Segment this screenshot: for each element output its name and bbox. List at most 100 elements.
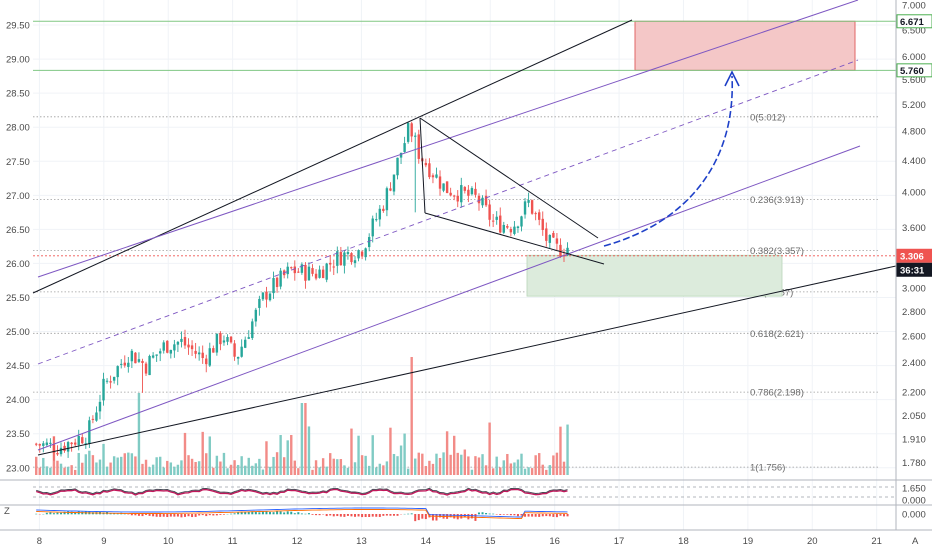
candle-body — [541, 218, 544, 230]
volume-bar — [548, 465, 552, 475]
candle-body — [127, 362, 130, 367]
macd-histogram-bar — [396, 514, 399, 516]
candle-body — [456, 195, 459, 202]
volume-bar — [268, 466, 272, 475]
macd-histogram-bar — [304, 513, 307, 515]
volume-bar — [127, 452, 130, 475]
macd-histogram-bar — [509, 514, 512, 516]
candle-body — [197, 352, 201, 355]
candle-body — [300, 264, 304, 273]
volume-bar — [205, 453, 208, 475]
volume-bar — [190, 458, 194, 475]
candle-body — [59, 447, 63, 455]
volume-bar — [467, 456, 470, 475]
candle-body — [442, 183, 445, 191]
candle-body — [215, 333, 219, 353]
candle-body — [98, 401, 102, 412]
candle-body — [311, 268, 314, 274]
candle-body — [385, 188, 389, 211]
candle-body — [77, 435, 80, 446]
candle-body — [162, 342, 165, 351]
right-axis-tick-label: 4.000 — [902, 188, 926, 199]
volume-bar — [527, 467, 530, 475]
volume-bar — [105, 466, 109, 475]
volume-bar — [428, 460, 431, 475]
left-axis-tick-label: 28.00 — [6, 123, 30, 134]
candle-body — [339, 251, 343, 266]
candle-body — [144, 363, 148, 374]
candle-body — [70, 442, 73, 445]
macd-histogram-bar — [212, 514, 215, 516]
candle-body — [445, 181, 449, 194]
macd-histogram-bar — [371, 514, 374, 517]
macd-histogram-bar — [116, 513, 119, 515]
macd-histogram-bar — [460, 514, 463, 519]
macd-histogram-bar — [541, 514, 544, 517]
volume-bar — [258, 458, 261, 475]
candle-body — [236, 356, 240, 359]
macd-histogram-bar — [477, 512, 480, 515]
fib-level-label: 0.236(3.913) — [750, 195, 804, 206]
macd-histogram-bar — [414, 514, 417, 522]
volume-bar — [449, 454, 452, 475]
oscillator-line — [36, 487, 568, 495]
candle-body — [102, 378, 105, 401]
candle-body — [244, 339, 247, 348]
macd-histogram-bar — [307, 513, 310, 515]
candle-body — [265, 291, 268, 300]
candle-body — [530, 200, 534, 214]
volume-bar — [297, 468, 300, 475]
candle-body — [534, 213, 537, 215]
price-tag-box — [896, 14, 932, 29]
candle-body — [205, 358, 208, 365]
macd-histogram-bar — [325, 514, 328, 517]
macd-histogram-bar — [566, 514, 569, 517]
candle-body — [158, 351, 162, 354]
candle-body — [148, 355, 151, 376]
macd-histogram-bar — [435, 514, 438, 521]
indicator-panes — [0, 479, 932, 531]
left-axis-tick-label: 23.50 — [6, 429, 30, 440]
candle-body — [268, 293, 272, 301]
candle-body — [116, 366, 119, 378]
volume-bar — [194, 461, 197, 475]
volume-bar — [382, 465, 385, 475]
fib-level-label: 0.618(2.621) — [750, 329, 804, 340]
candle-body — [173, 344, 176, 351]
left-axis-tick-label: 28.50 — [6, 89, 30, 100]
volume-bar — [98, 459, 102, 475]
x-axis-tick-label: 15 — [485, 536, 496, 547]
macd-histogram-bar — [162, 514, 165, 517]
candle-body — [35, 443, 38, 445]
wedge-left-line — [419, 117, 426, 214]
macd-histogram-bar — [180, 514, 183, 518]
volume-bar — [42, 457, 45, 475]
candle-body — [91, 418, 95, 420]
macd-histogram-bar — [382, 514, 385, 516]
candle-body — [38, 444, 41, 446]
macd-histogram-bar — [361, 514, 364, 518]
volume-bar — [329, 453, 332, 475]
macd-histogram-bar — [276, 511, 279, 515]
volume-bar — [265, 441, 268, 475]
volume-bar — [321, 458, 325, 475]
volume-bar — [134, 456, 137, 475]
volume-bar — [70, 465, 73, 475]
right-axis-tick-label: 2.050 — [902, 411, 926, 422]
candle-body — [325, 263, 328, 280]
volume-bar — [286, 440, 289, 475]
left-corner-label: Z — [4, 506, 10, 517]
volume-bar — [332, 458, 335, 475]
volume-bar — [244, 465, 247, 475]
macd-histogram-bar — [516, 514, 519, 517]
candle-body — [130, 350, 134, 362]
candle-body — [520, 216, 523, 227]
volume-bar — [545, 469, 548, 475]
volume-bar — [534, 455, 537, 475]
macd-histogram-bar — [176, 514, 179, 517]
candle-body — [474, 188, 477, 195]
macd-histogram-bar — [534, 514, 537, 517]
candle-body — [318, 269, 321, 278]
macd-histogram-bar — [392, 514, 395, 516]
